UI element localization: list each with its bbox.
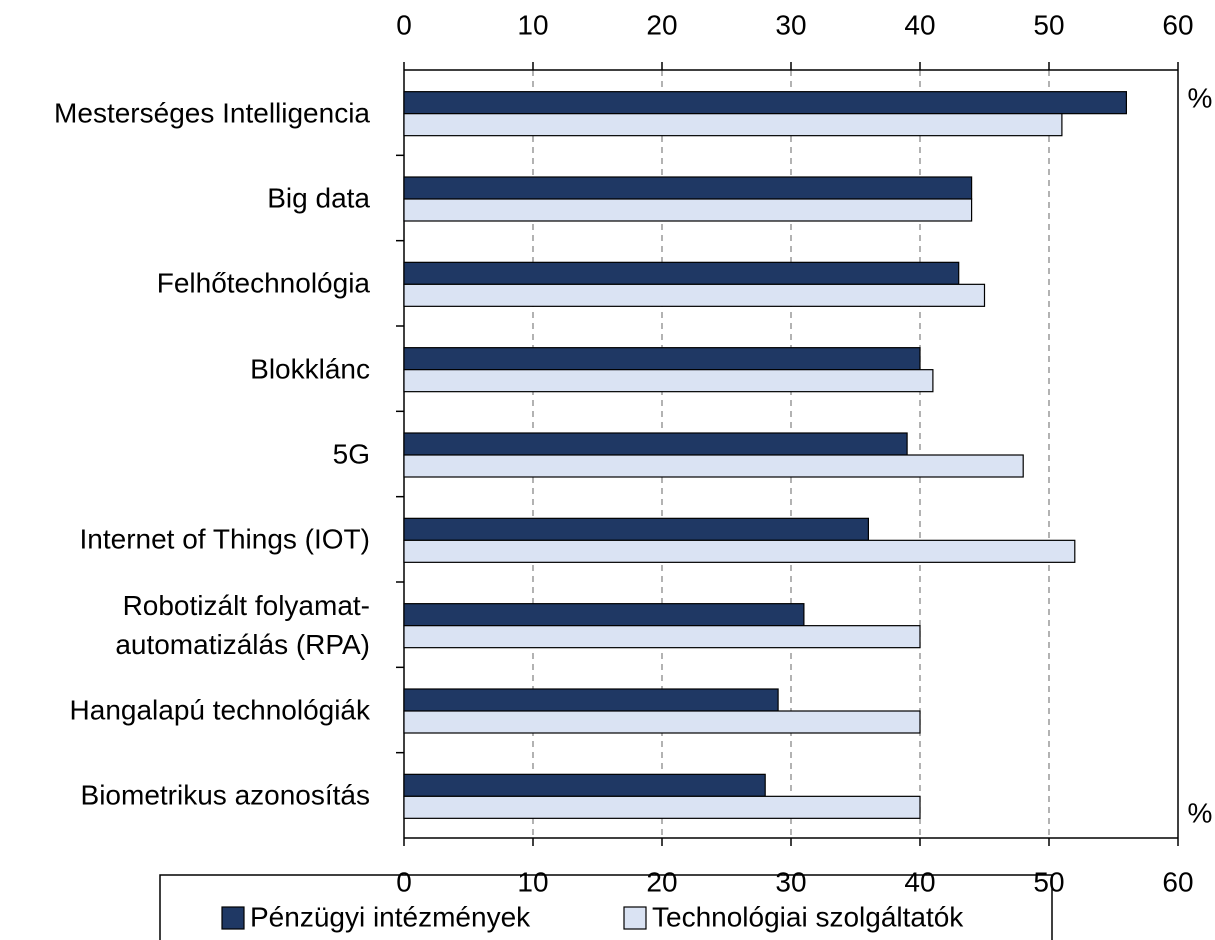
bar — [403, 710, 921, 734]
category-label: Felhőtechnológia — [156, 267, 370, 299]
bar — [403, 603, 805, 627]
x-tick-label: 50 — [1033, 866, 1064, 897]
x-tick-label: 0 — [396, 9, 412, 40]
unit-label: % — [1188, 797, 1213, 828]
x-tick-label: 30 — [775, 9, 806, 40]
bar — [403, 91, 1128, 115]
x-tick-label: 10 — [517, 866, 548, 897]
x-tick-label: 20 — [646, 866, 677, 897]
x-tick-label: 50 — [1033, 9, 1064, 40]
bar — [403, 539, 1076, 563]
bar — [403, 113, 1063, 137]
bar — [403, 688, 779, 712]
bar — [403, 283, 986, 307]
legend-label: Pénzügyi intézmények — [250, 901, 531, 932]
x-tick-label: 60 — [1162, 866, 1193, 897]
bar — [403, 432, 908, 456]
legend-label: Technológiai szolgáltatók — [652, 901, 964, 932]
category-label: Internet of Things (IOT) — [79, 523, 371, 555]
bar — [403, 773, 766, 797]
category-label: Blokklánc — [250, 353, 370, 385]
x-tick-label: 10 — [517, 9, 548, 40]
category-label: Mesterséges Intelligencia — [54, 97, 370, 129]
category-label: Big data — [267, 182, 370, 214]
bar — [403, 454, 1024, 478]
bar — [403, 176, 973, 200]
bar — [403, 625, 921, 649]
x-tick-label: 20 — [646, 9, 677, 40]
bar — [403, 198, 973, 222]
x-tick-label: 40 — [904, 866, 935, 897]
bar — [403, 517, 869, 541]
x-tick-label: 0 — [396, 866, 412, 897]
category-label: Robotizált folyamat- automatizálás (RPA) — [115, 589, 370, 660]
bar — [403, 369, 934, 393]
legend-box — [159, 874, 1053, 940]
x-tick-label: 30 — [775, 866, 806, 897]
category-label: Hangalapú technológiák — [69, 694, 370, 726]
bar — [403, 347, 921, 371]
x-tick-label: 60 — [1162, 9, 1193, 40]
x-tick-label: 40 — [904, 9, 935, 40]
bar — [403, 795, 921, 819]
legend-swatch — [221, 906, 245, 930]
category-label: 5G — [332, 438, 370, 470]
legend-swatch — [623, 906, 647, 930]
unit-label: % — [1188, 82, 1213, 113]
bar — [403, 261, 960, 285]
category-label: Biometrikus azonosítás — [80, 779, 370, 811]
